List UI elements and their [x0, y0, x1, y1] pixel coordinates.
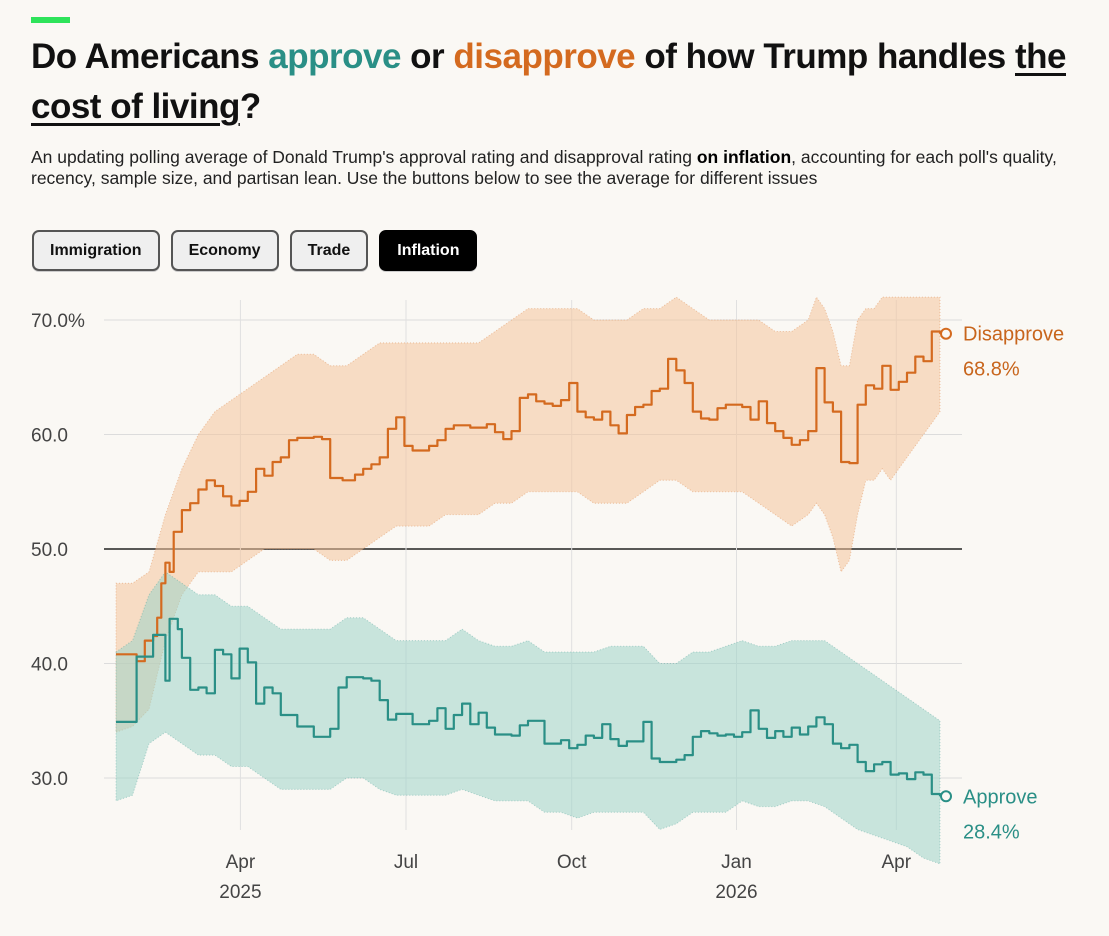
- disapprove-end-label: Disapprove: [963, 324, 1064, 346]
- y-tick-label-70: 70.0%: [31, 311, 85, 332]
- title-part1: Do Americans: [31, 37, 269, 76]
- title-issue-link[interactable]: the cost of living: [31, 37, 1067, 126]
- x-tick-label-3: Jan: [721, 852, 752, 873]
- approve-end-label: Approve: [963, 786, 1038, 808]
- x-tick-label-4: Apr: [882, 852, 912, 873]
- subtitle-bold: on inflation: [696, 147, 792, 167]
- title-part2: or: [400, 37, 454, 76]
- title-part3: of how Trump handles: [635, 37, 1015, 76]
- economy-button[interactable]: Economy: [170, 230, 279, 271]
- disapprove-line: [116, 330, 942, 663]
- page-title: Do Americans approve or disapprove of ho…: [31, 32, 1091, 132]
- x-tick-label-2: Oct: [557, 852, 587, 873]
- disapprove-end-marker: [940, 327, 952, 340]
- approve-end-value: 28.4%: [963, 821, 1020, 843]
- approval-chart: 70.0% 60.0 50.0 40.0 30.0 Apr 2025 Jul Oct Jan 20…: [31, 296, 1064, 903]
- title-disapprove: disapprove: [453, 37, 636, 76]
- accent-bar: [31, 17, 70, 23]
- disapprove-range-band: [115, 296, 941, 733]
- disapprove-end-value: 68.8%: [963, 359, 1020, 381]
- subtitle-part2: , accounting for each poll's quality, re…: [31, 147, 1057, 188]
- x-tick-year-3: 2026: [715, 882, 757, 903]
- band-layer: [115, 296, 941, 865]
- subtitle-part1: An updating polling average of Donald Tr…: [31, 147, 697, 167]
- y-tick-label-40: 40.0: [31, 655, 68, 676]
- x-tick-label-1: Jul: [394, 852, 418, 873]
- approve-end-marker: [940, 790, 952, 803]
- y-tick-label-60: 60.0: [31, 426, 68, 447]
- y-tick-label-30: 30.0: [31, 769, 68, 790]
- x-tick-year-0: 2025: [219, 882, 261, 903]
- title-end: ?: [239, 87, 261, 126]
- inflation-button[interactable]: Inflation: [379, 230, 478, 271]
- page-subtitle: An updating polling average of Donald Tr…: [31, 147, 1081, 189]
- end-labels: Disapprove 68.8% Approve 28.4%: [963, 324, 1064, 844]
- immigration-button[interactable]: Immigration: [32, 230, 160, 271]
- trade-button[interactable]: Trade: [289, 230, 369, 271]
- approve-line: [116, 617, 942, 797]
- issue-buttons: Immigration Economy Trade Inflation: [32, 230, 478, 271]
- line-layer: [116, 327, 952, 803]
- y-axis-labels: 70.0% 60.0 50.0 40.0 30.0: [31, 311, 85, 790]
- approve-range-band: [115, 571, 941, 865]
- x-tick-label-0: Apr: [226, 852, 256, 873]
- title-approve: approve: [268, 37, 401, 76]
- y-tick-label-50: 50.0: [31, 540, 68, 561]
- x-axis-labels: Apr 2025 Jul Oct Jan 2026 Apr: [219, 852, 911, 903]
